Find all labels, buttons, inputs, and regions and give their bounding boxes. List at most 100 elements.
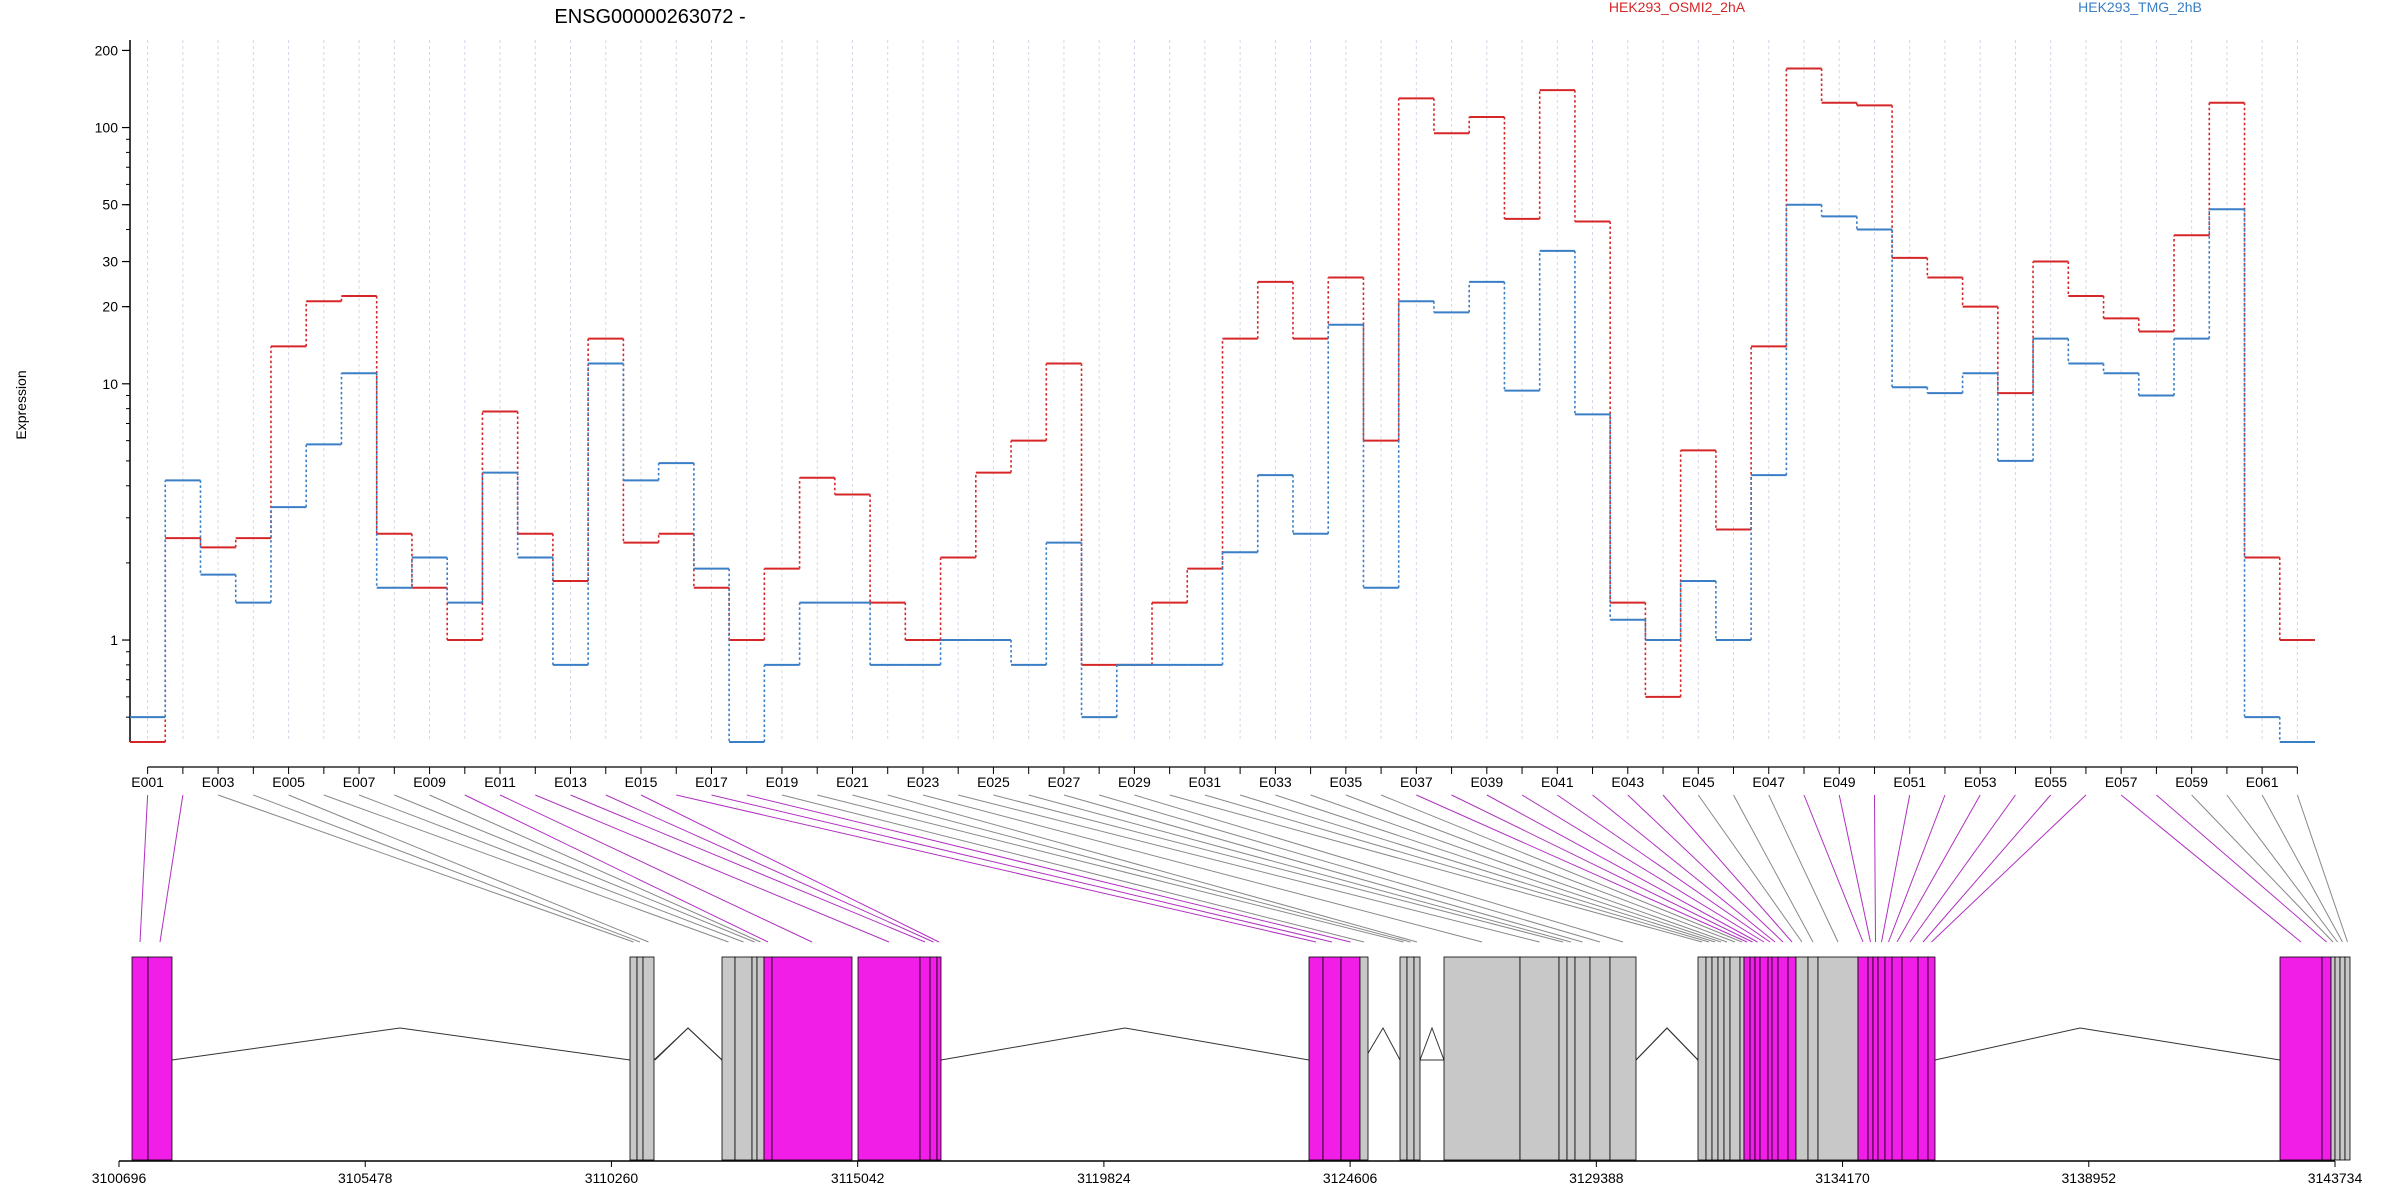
x-tick-label: E033 <box>1259 774 1292 790</box>
exon-connector <box>1592 794 1776 943</box>
y-tick-label: 100 <box>95 120 119 136</box>
intron-line <box>1419 1026 1445 1061</box>
legend-series-b: HEK293_TMG_2hB <box>2078 0 2202 15</box>
exon-block <box>2321 956 2332 1161</box>
exon-connector <box>1380 794 1743 943</box>
exon-block <box>1589 956 1611 1161</box>
exon-connector <box>1310 794 1728 943</box>
exon-connector <box>358 794 744 943</box>
exon-connector <box>922 794 1483 943</box>
exon-block <box>1759 956 1769 1161</box>
exon-block <box>2334 956 2341 1161</box>
exon-connector <box>1416 794 1748 943</box>
exon-connector <box>1931 794 2087 943</box>
exon-block <box>929 956 938 1161</box>
exon-block <box>857 956 921 1161</box>
exon-block <box>1308 956 1324 1161</box>
coord-tick-label: 3100696 <box>92 1170 147 1186</box>
exon-block <box>1807 956 1819 1161</box>
x-tick-label: E027 <box>1048 774 1081 790</box>
vertical-gridlines <box>147 40 2298 742</box>
x-tick-label: E023 <box>907 774 940 790</box>
intron-line <box>1363 1026 1401 1061</box>
exon-block <box>629 956 638 1161</box>
x-axis: E001 E003 E005 E007 E009 E011 E013 E015 E017 E019… <box>131 766 2298 790</box>
exon-block <box>131 956 149 1161</box>
coord-tick-label: 3115042 <box>831 1170 885 1186</box>
chart-title: ENSG00000263072 - <box>554 6 745 28</box>
exon-block <box>734 956 753 1161</box>
exon-block <box>1443 956 1521 1161</box>
exon-block <box>1767 956 1773 1161</box>
x-tick-label: E057 <box>2105 774 2138 790</box>
coordinate-axis: 3100696 3105478 3110260 3115042 3119824 31246… <box>92 1160 2363 1186</box>
exon-block <box>771 956 853 1161</box>
coord-tick-label: 3124606 <box>1323 1170 1378 1186</box>
exon-block <box>919 956 931 1161</box>
exon-block <box>1717 956 1725 1161</box>
exon-block <box>1359 956 1369 1161</box>
exon-connector <box>958 794 1540 943</box>
exon-block <box>1399 956 1408 1161</box>
exon-block <box>1872 956 1879 1161</box>
intron-line <box>654 1027 723 1061</box>
exon-connector <box>1099 794 1601 943</box>
x-tick-label: E045 <box>1682 774 1715 790</box>
exon-connector <box>2296 794 2348 943</box>
exon-connector <box>1063 794 1583 943</box>
exon-block <box>1817 956 1859 1161</box>
coord-tick-label: 3138952 <box>2062 1170 2117 1186</box>
exon-connector <box>1275 794 1722 943</box>
exon-connector <box>1627 794 1784 943</box>
exon-connector <box>746 794 1351 943</box>
exon-block <box>1917 956 1929 1161</box>
x-tick-label: E061 <box>2246 774 2279 790</box>
exon-block <box>642 956 655 1161</box>
exon-block <box>1322 956 1342 1161</box>
exon-connector <box>1134 794 1624 943</box>
exon-connector <box>817 794 1404 943</box>
exon-connector <box>1557 794 1771 943</box>
x-tick-label: E019 <box>766 774 799 790</box>
exon-connector <box>1662 794 1793 943</box>
x-tick-label: E029 <box>1118 774 1151 790</box>
exon-connector <box>711 794 1333 943</box>
exon-connector <box>887 794 1418 943</box>
x-tick-label: E031 <box>1189 774 1222 790</box>
exon-block <box>1927 956 1936 1161</box>
exon-block <box>1867 956 1874 1161</box>
exon-connector <box>605 794 934 943</box>
exon-connector <box>570 794 926 943</box>
exon-connector <box>1838 794 1871 943</box>
exon-connector <box>781 794 1365 943</box>
coord-tick-label: 3105478 <box>338 1170 393 1186</box>
exon-connector <box>1909 794 2016 943</box>
exon-connector <box>1733 794 1814 943</box>
exon-block <box>1795 956 1809 1161</box>
exon-connector <box>1896 794 1981 943</box>
coord-tick-label: 3143734 <box>2308 1170 2363 1186</box>
series-lines <box>130 67 2315 743</box>
x-tick-label: E015 <box>625 774 658 790</box>
intron-line <box>1934 1027 2281 1061</box>
exon-block <box>1787 956 1797 1161</box>
exon-block <box>751 956 758 1161</box>
exon-block <box>756 956 765 1161</box>
gene-model <box>131 956 2351 1161</box>
x-tick-label: E047 <box>1752 774 1785 790</box>
x-tick-label: E043 <box>1611 774 1644 790</box>
exon-connector <box>1204 794 1710 943</box>
exon-block <box>1566 956 1576 1161</box>
intron-line <box>171 1027 631 1061</box>
exon-block <box>1877 956 1886 1161</box>
exon-block <box>1406 956 1415 1161</box>
exon-block <box>1891 956 1903 1161</box>
exon-block <box>1609 956 1637 1161</box>
exon-connector <box>1521 794 1765 943</box>
exon-block <box>1754 956 1761 1161</box>
x-tick-label: E005 <box>272 774 305 790</box>
exon-block <box>2344 956 2351 1161</box>
exon-block <box>2339 956 2346 1161</box>
x-tick-label: E041 <box>1541 774 1574 790</box>
exon-block <box>1558 956 1568 1161</box>
